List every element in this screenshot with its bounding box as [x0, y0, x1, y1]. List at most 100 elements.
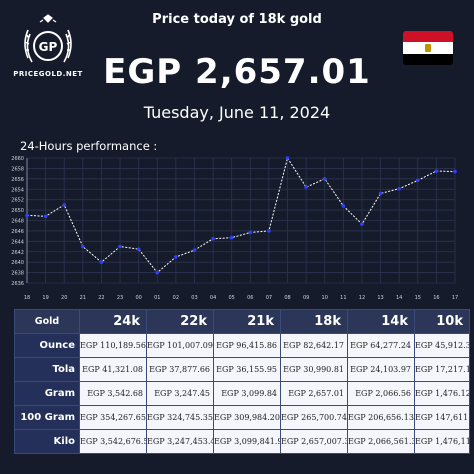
y-tick-label: 2636 — [11, 281, 24, 287]
price-cell: EGP 64,277.24 — [347, 333, 415, 358]
series-line — [26, 156, 456, 274]
price-cell: EGP 101,007.09 — [146, 333, 214, 358]
price-cell: EGP 110,189.56 — [79, 333, 147, 358]
price-cell: EGP 3,542,676.52 — [79, 429, 147, 454]
x-tick-label: 05 — [229, 295, 235, 301]
x-tick-label: 09 — [303, 295, 309, 301]
data-point — [174, 255, 178, 259]
y-tick-label: 2656 — [11, 177, 24, 183]
price-cell: EGP 265,700.74 — [280, 405, 348, 430]
table-row: Kilo EGP 3,542,676.52 EGP 3,247,453.48 EGP … — [14, 429, 470, 454]
price-cell: EGP 354,267.65 — [79, 405, 147, 430]
table-row: Ounce EGP 110,189.56 EGP 101,007.09 EGP 96,… — [14, 333, 470, 358]
data-point — [99, 260, 104, 264]
x-tick-label: 08 — [284, 295, 290, 301]
data-point — [360, 222, 364, 226]
row-label: Kilo — [14, 429, 80, 454]
y-tick-label: 2660 — [11, 156, 24, 162]
x-tick-label: 22 — [98, 295, 104, 301]
data-point — [397, 186, 401, 191]
data-point — [434, 169, 439, 173]
row-label: Tola — [14, 357, 80, 382]
column-header: 24k — [79, 309, 147, 334]
price-cell: EGP 36,155.95 — [213, 357, 281, 382]
price-cell: EGP 1,476,115.22 — [414, 429, 470, 454]
data-point — [415, 178, 420, 183]
price-cell: EGP 37,877.66 — [146, 357, 214, 382]
y-tick-label: 2648 — [11, 219, 24, 225]
price-cell: EGP 3,542.68 — [79, 381, 147, 406]
y-tick-label: 2644 — [11, 239, 24, 245]
page-title: Price today of 18k gold — [152, 12, 322, 27]
price-cell: EGP 41,321.08 — [79, 357, 147, 382]
row-label: Ounce — [14, 333, 80, 358]
row-label: 100 Gram — [14, 405, 80, 430]
data-point — [211, 236, 215, 241]
chart-title: 24-Hours performance : — [20, 139, 158, 153]
price-cell: EGP 24,103.97 — [347, 357, 415, 382]
x-tick-label: 00 — [135, 295, 141, 301]
column-header: 21k — [213, 309, 281, 334]
price-cell: EGP 82,642.17 — [280, 333, 348, 358]
price-cell: EGP 2,657,007.39 — [280, 429, 348, 454]
logo-letters: GP — [39, 40, 58, 54]
x-tick-label: 21 — [80, 295, 86, 301]
price-cell: EGP 206,656.13 — [347, 405, 415, 430]
data-point — [43, 214, 48, 219]
price-cell: EGP 96,415.86 — [213, 333, 281, 358]
data-point — [229, 235, 234, 240]
data-point — [118, 244, 122, 249]
price-cell: EGP 309,984.20 — [213, 405, 281, 430]
y-tick-label: 2654 — [11, 187, 24, 193]
data-point — [192, 248, 197, 252]
data-point — [453, 169, 457, 174]
y-tick-label: 2638 — [11, 271, 24, 277]
price-cell: EGP 17,217.12 — [414, 357, 470, 382]
data-point — [322, 177, 327, 181]
x-tick-label: 06 — [247, 295, 253, 301]
y-tick-label: 2652 — [11, 198, 24, 204]
table-corner: Gold — [14, 309, 80, 334]
price-cell: EGP 2,066.56 — [347, 381, 415, 406]
x-tick-label: 13 — [377, 295, 383, 301]
x-tick-label: 04 — [210, 295, 216, 301]
price-cell: EGP 3,099,841.96 — [213, 429, 281, 454]
x-tick-label: 20 — [61, 295, 67, 301]
x-tick-label: 19 — [42, 295, 48, 301]
price-cell: EGP 147,611.52 — [414, 405, 470, 430]
pricegold-logo: GP — [24, 14, 72, 63]
data-point — [304, 185, 308, 189]
price-cell: EGP 30,990.81 — [280, 357, 348, 382]
y-tick-label: 2650 — [11, 208, 24, 214]
data-point — [155, 270, 160, 275]
y-tick-label: 2646 — [11, 229, 24, 235]
price-cell: EGP 324,745.35 — [146, 405, 214, 430]
x-tick-label: 16 — [433, 295, 439, 301]
column-header: 22k — [146, 309, 214, 334]
y-tick-label: 2640 — [11, 260, 24, 266]
x-tick-label: 23 — [117, 295, 123, 301]
x-tick-label: 11 — [340, 295, 346, 301]
column-header: 14k — [347, 309, 415, 334]
price-cell: EGP 3,247,453.48 — [146, 429, 214, 454]
brand-name: PRICEGOLD.NET — [13, 70, 83, 78]
x-tick-label: 03 — [191, 295, 197, 301]
price-headline: EGP 2,657.01 — [103, 52, 371, 92]
data-point — [341, 204, 346, 208]
x-tick-label: 01 — [154, 295, 160, 301]
egypt-flag-icon — [403, 31, 453, 65]
data-point — [25, 213, 29, 218]
gold-price-table: Gold 24k 22k 21k 18k 14k 10k Ounce EGP 110,189… — [14, 309, 470, 454]
price-cell: EGP 2,657.01 — [280, 381, 348, 406]
performance-line-chart: 2660 2658 2656 2654 2652 2650 2648 2646 2644 2642… — [11, 156, 458, 301]
price-cell: EGP 3,247.45 — [146, 381, 214, 406]
table-row: 100 Gram EGP 354,267.65 EGP 324,745.35 EGP … — [14, 405, 470, 430]
data-point — [285, 156, 290, 160]
x-tick-label: 07 — [266, 295, 272, 301]
y-tick-label: 2642 — [11, 250, 24, 256]
price-cell: EGP 2,066,561.30 — [347, 429, 415, 454]
data-point — [81, 244, 85, 249]
data-point — [378, 191, 383, 196]
price-cell: EGP 3,099.84 — [213, 381, 281, 406]
x-tick-label: 02 — [173, 295, 179, 301]
